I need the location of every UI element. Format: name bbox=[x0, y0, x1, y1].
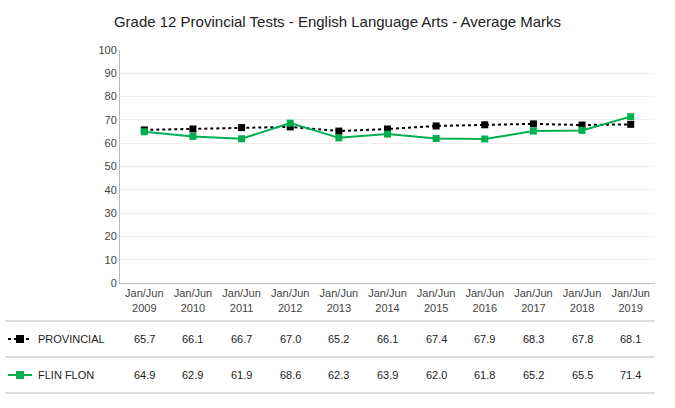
svg-text:67.4: 67.4 bbox=[426, 333, 447, 345]
svg-text:Jan/Jun2011: Jan/Jun2011 bbox=[222, 287, 261, 313]
svg-text:64.9: 64.9 bbox=[134, 369, 155, 381]
svg-text:65.7: 65.7 bbox=[134, 333, 155, 345]
svg-text:80: 80 bbox=[105, 90, 117, 102]
svg-text:PROVINCIAL: PROVINCIAL bbox=[38, 333, 105, 345]
svg-text:68.3: 68.3 bbox=[523, 333, 544, 345]
svg-text:20: 20 bbox=[105, 230, 117, 242]
svg-text:Jan/Jun2017: Jan/Jun2017 bbox=[514, 287, 553, 313]
svg-text:FLIN FLON: FLIN FLON bbox=[38, 369, 94, 381]
svg-text:62.9: 62.9 bbox=[182, 369, 203, 381]
svg-text:100: 100 bbox=[98, 44, 116, 56]
svg-text:50: 50 bbox=[105, 160, 117, 172]
svg-text:40: 40 bbox=[105, 184, 117, 196]
svg-text:90: 90 bbox=[105, 67, 117, 79]
svg-text:68.1: 68.1 bbox=[620, 333, 641, 345]
svg-text:65.2: 65.2 bbox=[328, 333, 349, 345]
svg-text:66.1: 66.1 bbox=[377, 333, 398, 345]
svg-text:67.8: 67.8 bbox=[572, 333, 593, 345]
svg-text:Jan/Jun2015: Jan/Jun2015 bbox=[417, 287, 456, 313]
svg-text:70: 70 bbox=[105, 114, 117, 126]
svg-text:Jan/Jun2014: Jan/Jun2014 bbox=[368, 287, 407, 313]
svg-text:Grade 12 Provincial Tests - En: Grade 12 Provincial Tests - English Lang… bbox=[114, 13, 561, 30]
svg-text:Jan/Jun2013: Jan/Jun2013 bbox=[320, 287, 359, 313]
svg-text:0: 0 bbox=[111, 277, 117, 289]
svg-text:66.1: 66.1 bbox=[182, 333, 203, 345]
svg-text:60: 60 bbox=[105, 137, 117, 149]
svg-text:65.2: 65.2 bbox=[523, 369, 544, 381]
svg-text:67.9: 67.9 bbox=[474, 333, 495, 345]
svg-text:Jan/Jun2012: Jan/Jun2012 bbox=[271, 287, 310, 313]
svg-text:Jan/Jun2010: Jan/Jun2010 bbox=[174, 287, 213, 313]
svg-text:62.0: 62.0 bbox=[426, 369, 447, 381]
svg-text:65.5: 65.5 bbox=[572, 369, 593, 381]
svg-text:71.4: 71.4 bbox=[620, 369, 641, 381]
svg-text:63.9: 63.9 bbox=[377, 369, 398, 381]
svg-text:68.6: 68.6 bbox=[280, 369, 301, 381]
svg-text:62.3: 62.3 bbox=[328, 369, 349, 381]
svg-text:67.0: 67.0 bbox=[280, 333, 301, 345]
svg-text:Jan/Jun2009: Jan/Jun2009 bbox=[125, 287, 164, 313]
svg-text:Jan/Jun2016: Jan/Jun2016 bbox=[466, 287, 505, 313]
svg-text:10: 10 bbox=[105, 254, 117, 266]
svg-text:Jan/Jun2019: Jan/Jun2019 bbox=[611, 287, 650, 313]
svg-text:Jan/Jun2018: Jan/Jun2018 bbox=[563, 287, 602, 313]
svg-text:61.9: 61.9 bbox=[231, 369, 252, 381]
svg-text:30: 30 bbox=[105, 207, 117, 219]
svg-text:61.8: 61.8 bbox=[474, 369, 495, 381]
svg-text:66.7: 66.7 bbox=[231, 333, 252, 345]
